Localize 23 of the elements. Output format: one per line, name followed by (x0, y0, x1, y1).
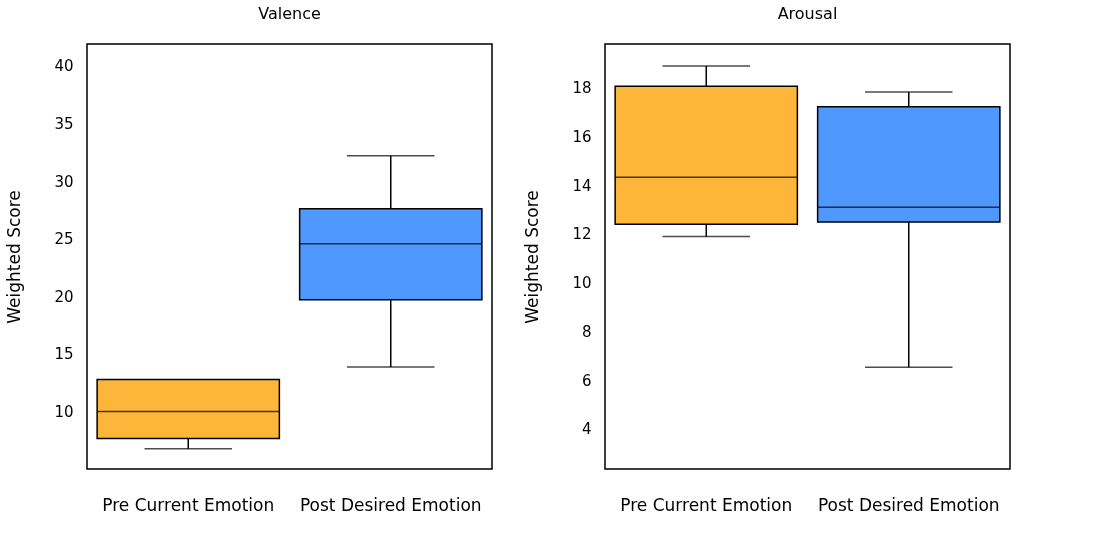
x-tick-label: Pre Current Emotion (620, 494, 793, 515)
x-tick-label: Pre Current Emotion (102, 494, 275, 515)
y-tick-label: 4 (581, 420, 592, 439)
y-tick-label: 30 (54, 172, 74, 191)
y-tick-label: 14 (572, 176, 592, 195)
y-tick-label: 25 (54, 230, 74, 249)
y-tick-label: 18 (572, 79, 592, 98)
y-tick-label: 8 (581, 322, 592, 341)
y-tick-label: 12 (572, 225, 592, 244)
y-tick-label: 35 (54, 114, 74, 133)
y-axis-title: Weighted Score (522, 190, 543, 324)
x-tick-label: Post Desired Emotion (817, 494, 1000, 515)
y-tick-label: 10 (572, 274, 592, 293)
y-tick-label: 16 (572, 128, 592, 147)
chart-title: Valence (258, 4, 321, 23)
y-tick-label: 40 (54, 57, 74, 76)
y-tick-label: 6 (581, 371, 592, 390)
x-tick-label: Post Desired Emotion (299, 494, 482, 515)
chart-title: Arousal (777, 4, 838, 23)
y-tick-label: 15 (54, 345, 74, 364)
y-tick-label: 10 (54, 402, 74, 421)
y-axis-title: Weighted Score (4, 190, 25, 324)
y-tick-label: 20 (54, 287, 74, 306)
